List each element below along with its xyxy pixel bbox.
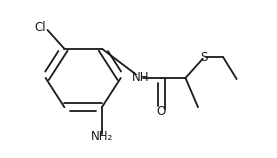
Text: NH: NH — [132, 71, 149, 85]
Text: O: O — [157, 105, 166, 118]
Text: Cl: Cl — [34, 21, 46, 34]
Text: S: S — [201, 51, 208, 64]
Text: NH₂: NH₂ — [91, 130, 113, 143]
